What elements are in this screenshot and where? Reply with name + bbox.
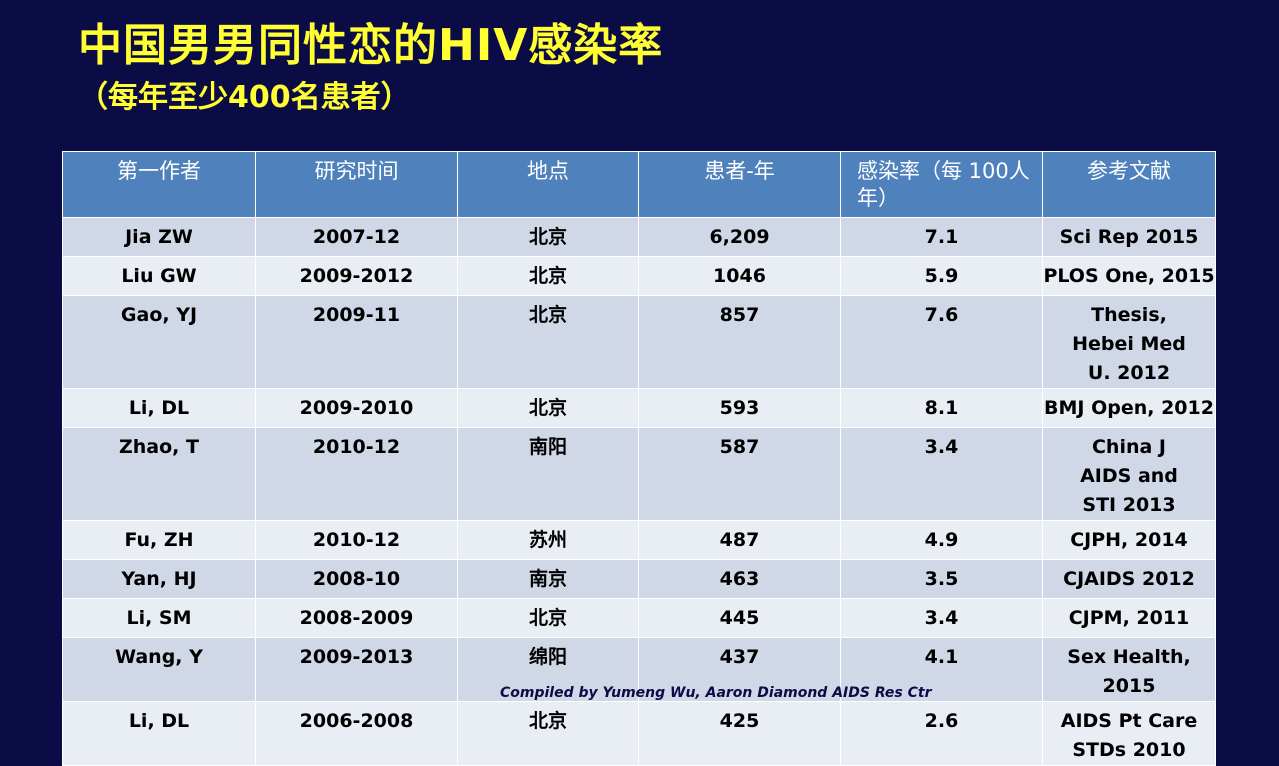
cell-period: 2008-10 <box>255 559 458 599</box>
reference-text: PLOS One, 2015 <box>1043 265 1215 287</box>
cell-rate: 8.1 <box>840 388 1043 428</box>
cell-location: 北京 <box>457 256 639 296</box>
cell-reference: Sex Health, 2015 <box>1042 637 1216 702</box>
cell-patient-years: 463 <box>638 559 841 599</box>
slide-subtitle: （每年至少400名患者） <box>78 80 411 115</box>
cell-author: Li, DL <box>62 388 256 428</box>
table-row: Li, DL 2006-2008 北京 425 2.6 AIDS Pt Care STDs… <box>62 701 1216 766</box>
reference-text: CJPH, 2014 <box>1070 529 1188 551</box>
cell-location: 苏州 <box>457 520 639 560</box>
cell-patient-years: 6,209 <box>638 217 841 257</box>
cell-author: Jia ZW <box>62 217 256 257</box>
cell-period: 2009-2012 <box>255 256 458 296</box>
cell-author: Wang, Y <box>62 637 256 702</box>
cell-period: 2007-12 <box>255 217 458 257</box>
cell-period: 2010-12 <box>255 520 458 560</box>
cell-rate: 7.6 <box>840 295 1043 389</box>
cell-author: Yan, HJ <box>62 559 256 599</box>
reference-text: China J AIDS and STI 2013 <box>1080 436 1178 516</box>
cell-author: Liu GW <box>62 256 256 296</box>
cell-reference: CJPH, 2014 <box>1042 520 1216 560</box>
cell-patient-years: 587 <box>638 427 841 521</box>
table-header-row: 第一作者 研究时间 地点 患者-年 感染率（每 100人年） 参考文献 <box>62 151 1216 218</box>
cell-reference: China J AIDS and STI 2013 <box>1042 427 1216 521</box>
cell-reference: CJAIDS 2012 <box>1042 559 1216 599</box>
cell-rate: 4.1 <box>840 637 1043 702</box>
cell-location: 南阳 <box>457 427 639 521</box>
cell-period: 2009-2013 <box>255 637 458 702</box>
cell-rate: 5.9 <box>840 256 1043 296</box>
cell-reference: Sci Rep 2015 <box>1042 217 1216 257</box>
cell-rate: 2.6 <box>840 701 1043 766</box>
cell-period: 2009-2010 <box>255 388 458 428</box>
reference-text: AIDS Pt Care STDs 2010 <box>1060 710 1198 761</box>
cell-patient-years: 437 <box>638 637 841 702</box>
table-row: Yan, HJ 2008-10 南京 463 3.5 CJAIDS 2012 <box>62 559 1216 599</box>
cell-reference: CJPM, 2011 <box>1042 598 1216 638</box>
cell-location: 北京 <box>457 388 639 428</box>
header-location: 地点 <box>457 151 639 218</box>
cell-author: Zhao, T <box>62 427 256 521</box>
data-table: 第一作者 研究时间 地点 患者-年 感染率（每 100人年） 参考文献 Jia … <box>62 151 1216 766</box>
slide-title: 中国男男同性恋的HIV感染率 <box>78 20 664 71</box>
cell-period: 2008-2009 <box>255 598 458 638</box>
cell-location: 南京 <box>457 559 639 599</box>
cell-period: 2006-2008 <box>255 701 458 766</box>
cell-reference: PLOS One, 2015 <box>1042 256 1216 296</box>
cell-author: Li, DL <box>62 701 256 766</box>
table-body: Jia ZW 2007-12 北京 6,209 7.1 Sci Rep 2015 Liu G… <box>62 217 1216 766</box>
reference-text: Sci Rep 2015 <box>1059 226 1199 248</box>
cell-author: Fu, ZH <box>62 520 256 560</box>
header-rate: 感染率（每 100人年） <box>840 151 1043 218</box>
cell-reference: Thesis, Hebei Med U. 2012 <box>1042 295 1216 389</box>
cell-patient-years: 487 <box>638 520 841 560</box>
cell-patient-years: 425 <box>638 701 841 766</box>
table-row: Wang, Y 2009-2013 绵阳 437 4.1 Sex Health, 2015 <box>62 637 1216 702</box>
reference-text: CJPM, 2011 <box>1068 607 1190 629</box>
cell-period: 2009-11 <box>255 295 458 389</box>
cell-patient-years: 593 <box>638 388 841 428</box>
table-row: Liu GW 2009-2012 北京 1046 5.9 PLOS One, 2015 <box>62 256 1216 296</box>
header-reference: 参考文献 <box>1042 151 1216 218</box>
cell-rate: 7.1 <box>840 217 1043 257</box>
cell-location: 北京 <box>457 598 639 638</box>
reference-text: Sex Health, 2015 <box>1067 646 1191 697</box>
reference-text: Thesis, Hebei Med U. 2012 <box>1072 304 1186 384</box>
cell-author: Li, SM <box>62 598 256 638</box>
cell-rate: 4.9 <box>840 520 1043 560</box>
header-patient-years: 患者-年 <box>638 151 841 218</box>
reference-text: CJAIDS 2012 <box>1063 568 1195 590</box>
header-author: 第一作者 <box>62 151 256 218</box>
compiled-by-credit: Compiled by Yumeng Wu, Aaron Diamond AID… <box>500 685 932 701</box>
table-row: Li, DL 2009-2010 北京 593 8.1 BMJ Open, 2012 <box>62 388 1216 428</box>
cell-reference: AIDS Pt Care STDs 2010 <box>1042 701 1216 766</box>
header-period: 研究时间 <box>255 151 458 218</box>
cell-patient-years: 1046 <box>638 256 841 296</box>
cell-location: 北京 <box>457 701 639 766</box>
reference-text: BMJ Open, 2012 <box>1044 397 1214 419</box>
cell-patient-years: 445 <box>638 598 841 638</box>
cell-rate: 3.4 <box>840 598 1043 638</box>
table-row: Li, SM 2008-2009 北京 445 3.4 CJPM, 2011 <box>62 598 1216 638</box>
cell-rate: 3.5 <box>840 559 1043 599</box>
cell-location: 北京 <box>457 217 639 257</box>
cell-patient-years: 857 <box>638 295 841 389</box>
cell-reference: BMJ Open, 2012 <box>1042 388 1216 428</box>
table-row: Zhao, T 2010-12 南阳 587 3.4 China J AIDS and S… <box>62 427 1216 521</box>
cell-location: 北京 <box>457 295 639 389</box>
cell-period: 2010-12 <box>255 427 458 521</box>
table-row: Jia ZW 2007-12 北京 6,209 7.1 Sci Rep 2015 <box>62 217 1216 257</box>
cell-rate: 3.4 <box>840 427 1043 521</box>
table-row: Gao, YJ 2009-11 北京 857 7.6 Thesis, Hebei Med … <box>62 295 1216 389</box>
table-row: Fu, ZH 2010-12 苏州 487 4.9 CJPH, 2014 <box>62 520 1216 560</box>
cell-author: Gao, YJ <box>62 295 256 389</box>
